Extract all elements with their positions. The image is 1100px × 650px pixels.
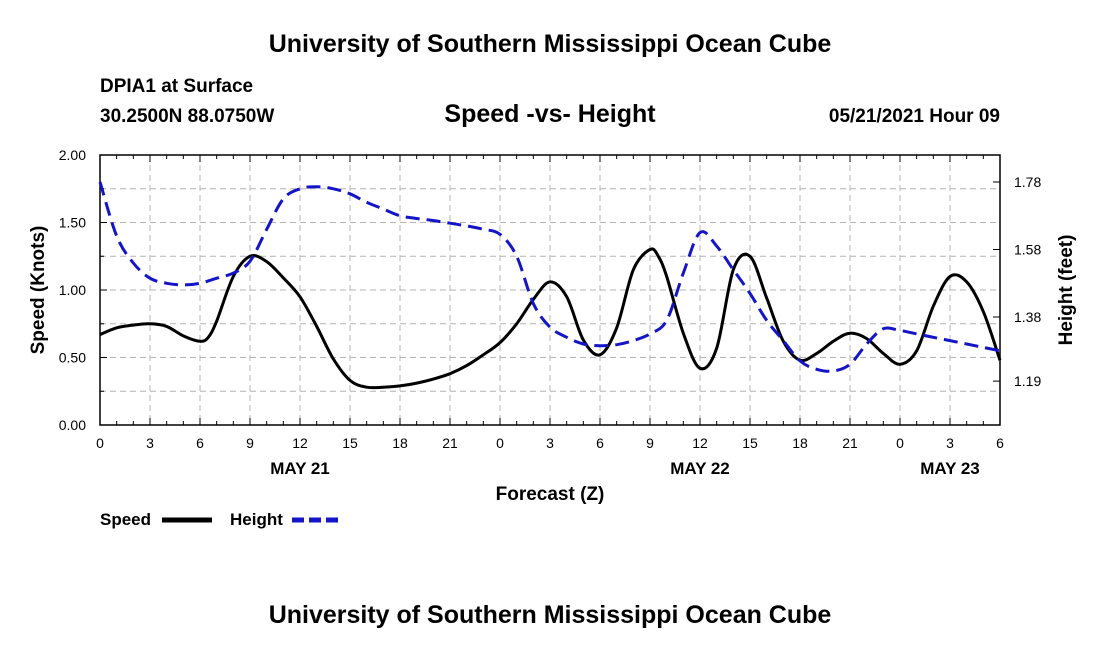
x-tick-label: 6 [996, 435, 1004, 451]
x-tick-label: 6 [196, 435, 204, 451]
station-coords: 30.2500N 88.0750W [100, 106, 275, 127]
x-tick-label: 0 [496, 435, 504, 451]
legend-height-label: Height [230, 510, 283, 529]
x-axis-label: Forecast (Z) [496, 484, 605, 505]
y-axis-left-label: Speed (Knots) [28, 226, 49, 355]
axis-layer [99, 154, 1001, 426]
y-right-tick-label: 1.38 [1014, 309, 1041, 325]
x-tick-label: 18 [392, 435, 408, 451]
date-label: MAY 22 [670, 459, 730, 478]
x-tick-label: 3 [146, 435, 154, 451]
x-tick-label: 3 [546, 435, 554, 451]
y-left-tick-label: 0.50 [59, 350, 86, 366]
y-right-tick-label: 1.78 [1014, 174, 1041, 190]
station-label: DPIA1 at Surface [100, 76, 254, 97]
x-tick-label: 15 [342, 435, 358, 451]
y-left-tick-label: 0.00 [59, 417, 86, 433]
y-right-tick-label: 1.58 [1014, 242, 1041, 258]
label-layer: Forecast (Z) Speed (Knots) Height (feet)… [28, 147, 1077, 505]
y-left-tick-label: 1.00 [59, 282, 86, 298]
y-axis-right-label: Height (feet) [1056, 235, 1077, 346]
x-tick-label: 21 [842, 435, 858, 451]
plot-title: Speed -vs- Height [444, 100, 656, 128]
x-tick-label: 21 [442, 435, 458, 451]
x-tick-label: 0 [896, 435, 904, 451]
page-title: University of Southern Mississippi Ocean… [268, 30, 832, 58]
footer-title: University of Southern Mississippi Ocean… [268, 601, 832, 629]
y-left-tick-label: 2.00 [59, 147, 86, 163]
x-tick-label: 12 [292, 435, 308, 451]
legend-speed-label: Speed [100, 510, 151, 529]
series-line-speed [99, 247, 1002, 390]
x-tick-label: 15 [742, 435, 758, 451]
x-tick-label: 9 [646, 435, 654, 451]
series-line-height [98, 181, 1001, 373]
y-left-tick-label: 1.50 [59, 215, 86, 231]
x-tick-label: 9 [246, 435, 254, 451]
x-tick-label: 12 [692, 435, 708, 451]
y-right-tick-label: 1.19 [1014, 373, 1041, 389]
grid-layer [100, 155, 1000, 425]
x-tick-label: 0 [96, 435, 104, 451]
timestamp-label: 05/21/2021 Hour 09 [828, 106, 1000, 127]
date-label: MAY 21 [270, 459, 330, 478]
x-tick-label: 18 [792, 435, 808, 451]
legend: Speed Height [100, 510, 342, 529]
x-tick-label: 3 [946, 435, 954, 451]
series-layer [98, 181, 1002, 390]
x-tick-label: 6 [596, 435, 604, 451]
date-label: MAY 23 [920, 459, 980, 478]
